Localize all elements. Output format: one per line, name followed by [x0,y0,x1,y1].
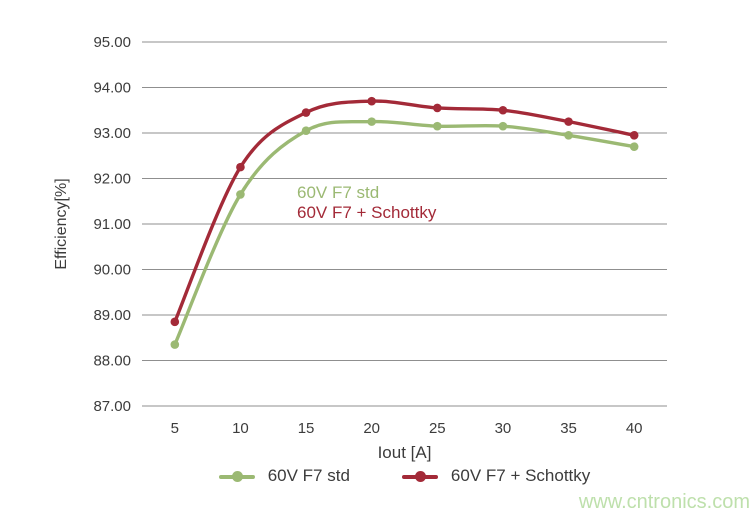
y-tick-label: 94.00 [93,80,131,97]
data-point-series-0 [498,121,508,131]
line-dot-marker-icon [218,470,255,482]
y-tick-label: 95.00 [93,34,131,51]
data-point-series-1 [236,162,245,172]
data-point-series-0 [367,117,376,126]
legend-item-60v-f7-std: 60V F7 std [218,466,350,486]
data-point-series-1 [629,130,639,140]
data-point-series-0 [564,130,573,140]
y-tick-label: 89.00 [93,307,131,324]
inplot-series-labels: 60V F7 std 60V F7 + Schottky [297,183,436,223]
data-point-series-0 [236,190,245,199]
data-point-series-1 [367,96,376,106]
data-point-series-1 [170,317,180,327]
chart-legend: 60V F7 std 60V F7 + Schottky [142,466,667,486]
x-tick-label: 20 [363,420,380,437]
legend-dot [414,470,426,482]
y-axis-title: Efficiency[%] [53,178,70,269]
x-tick-label: 30 [495,420,512,437]
y-tick-label: 93.00 [93,125,131,142]
x-tick-label: 40 [626,420,643,437]
data-point-series-0 [433,121,442,131]
legend-item-60v-f7-schottky: 60V F7 + Schottky [401,466,591,486]
data-point-series-0 [170,340,180,349]
y-tick-label: 92.00 [93,171,131,188]
x-tick-label: 5 [171,420,179,437]
x-tick-label: 15 [298,420,315,437]
inplot-label-60v-f7-schottky: 60V F7 + Schottky [297,203,437,222]
y-tick-label: 91.00 [93,216,131,233]
x-tick-label: 35 [560,420,577,437]
data-point-series-1 [564,117,573,126]
x-tick-label: 25 [429,420,446,437]
legend-dot [231,470,243,482]
x-axis-title: Iout [A] [378,443,432,462]
watermark: www.cntronics.com [578,491,750,513]
data-point-series-1 [301,108,311,117]
data-point-series-0 [629,142,639,151]
data-point-series-1 [498,105,508,115]
inplot-label-60v-f7-std: 60V F7 std [297,183,380,202]
series-line-0 [173,119,636,347]
x-tick-label: 10 [232,420,249,437]
data-point-series-1 [433,103,442,113]
legend-label: 60V F7 std [267,466,350,485]
y-tick-label: 90.00 [93,262,131,279]
y-tick-label: 88.00 [93,353,131,370]
y-tick-label: 87.00 [93,398,131,415]
legend-label: 60V F7 + Schottky [450,466,591,485]
data-point-series-0 [301,126,311,136]
line-dot-marker-icon [401,470,438,482]
